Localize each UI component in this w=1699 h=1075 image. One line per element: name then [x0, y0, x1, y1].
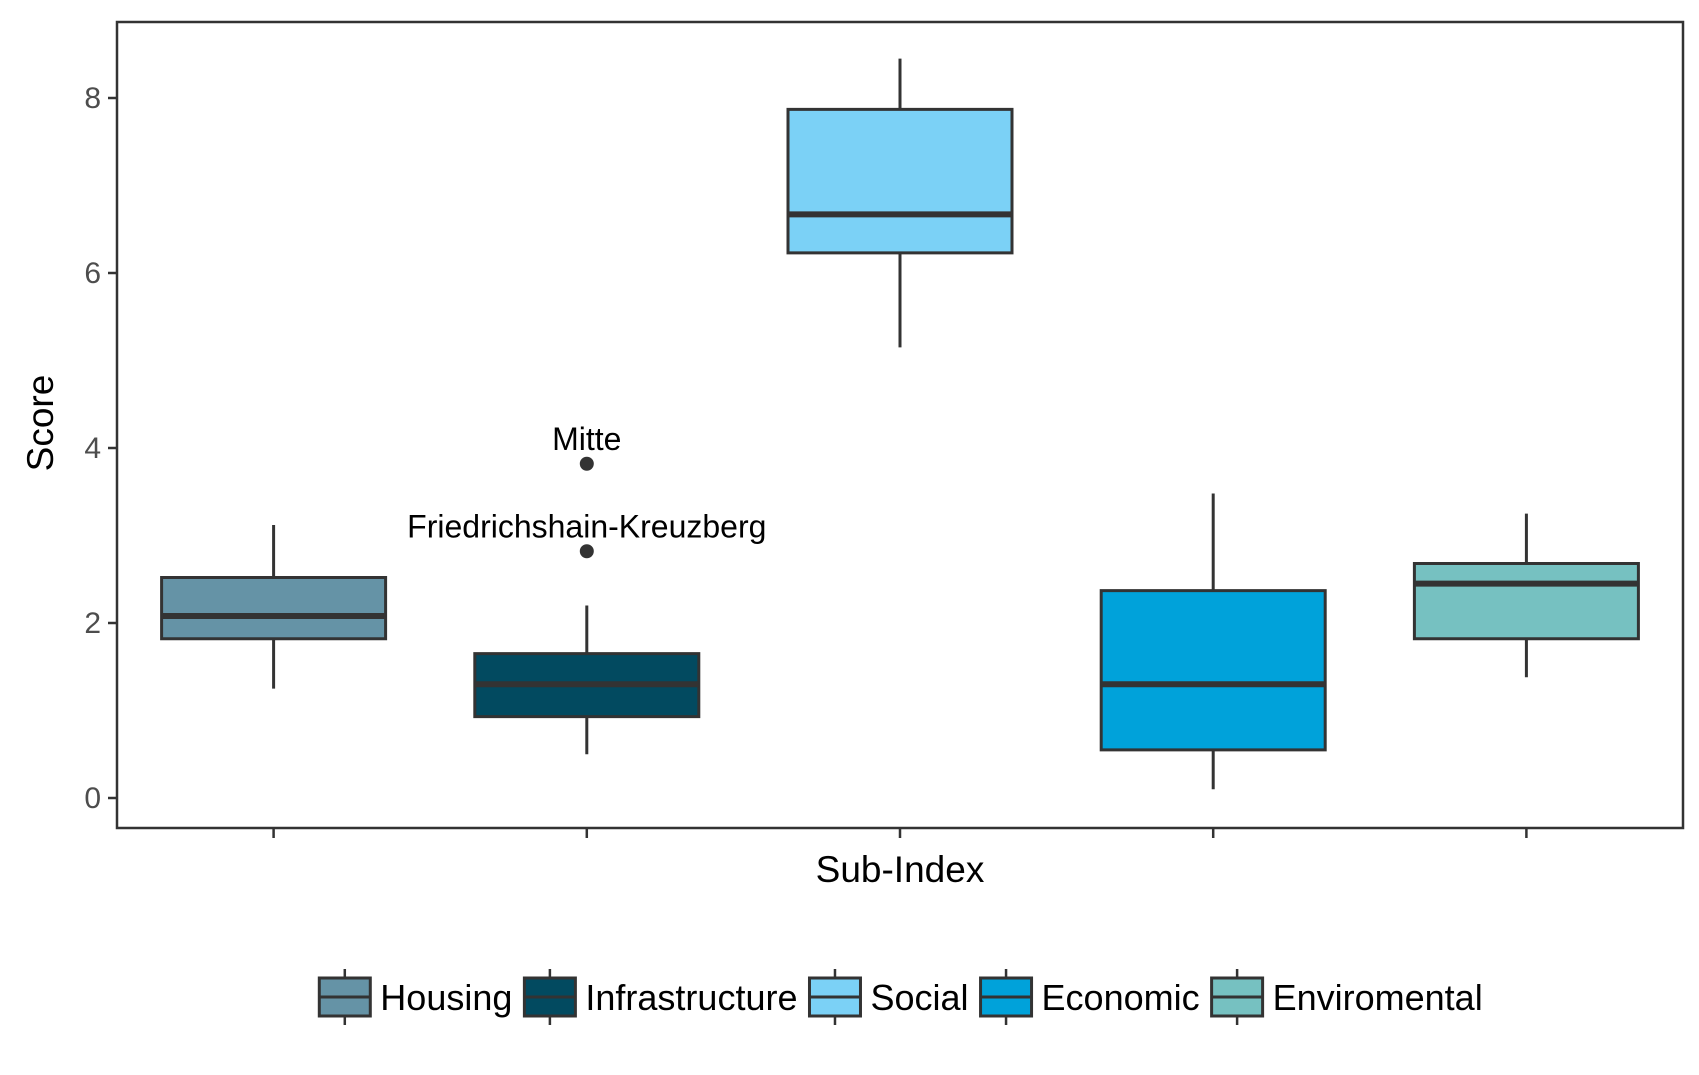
y-tick-label-6: 6: [84, 257, 101, 290]
y-tick-label-2: 2: [84, 607, 101, 640]
legend-item-economic: Economic: [979, 969, 1200, 1025]
plot-area: 0 2 4 6 8 Mitte Friedrichshain-Kreuzberg: [84, 20, 1685, 838]
legend-item-infrastructure: Infrastructure: [522, 969, 797, 1025]
legend-key-social: [807, 969, 862, 1025]
outlier-label-infrastructure-1: Friedrichshain-Kreuzberg: [407, 508, 766, 544]
box-enviromental: [1412, 513, 1640, 678]
outlier-point-infrastructure-1: [579, 544, 594, 559]
box-social: [786, 58, 1014, 348]
outlier-point-infrastructure-0: [579, 456, 594, 471]
box-economic: [1099, 493, 1327, 790]
legend-item-housing: Housing: [317, 969, 512, 1025]
legend-label-economic: Economic: [1042, 977, 1200, 1018]
box-rect-social: [786, 107, 1014, 255]
box-infrastructure: Mitte Friedrichshain-Kreuzberg: [407, 421, 766, 755]
y-tick-label-4: 4: [84, 432, 101, 465]
legend: Housing Infrastructure Social Economic Envir…: [317, 969, 1483, 1025]
legend-label-housing: Housing: [380, 977, 512, 1018]
box-housing: [160, 525, 388, 689]
legend-key-enviromental: [1210, 969, 1265, 1025]
legend-item-social: Social: [807, 969, 969, 1025]
x-axis-title: Sub-Index: [816, 849, 985, 890]
legend-label-enviromental: Enviromental: [1273, 977, 1483, 1018]
box-rect-economic: [1099, 589, 1327, 752]
outlier-label-infrastructure-0: Mitte: [552, 421, 621, 457]
box-rect-enviromental: [1412, 562, 1640, 641]
legend-key-economic: [979, 969, 1034, 1025]
legend-key-infrastructure: [522, 969, 577, 1025]
box-rect-housing: [160, 576, 388, 641]
y-axis-title: Score: [20, 375, 61, 472]
y-tick-label-0: 0: [84, 782, 101, 815]
legend-item-enviromental: Enviromental: [1210, 969, 1483, 1025]
legend-label-social: Social: [870, 977, 968, 1018]
legend-label-infrastructure: Infrastructure: [585, 977, 797, 1018]
y-tick-label-8: 8: [84, 82, 101, 115]
legend-key-housing: [317, 969, 372, 1025]
